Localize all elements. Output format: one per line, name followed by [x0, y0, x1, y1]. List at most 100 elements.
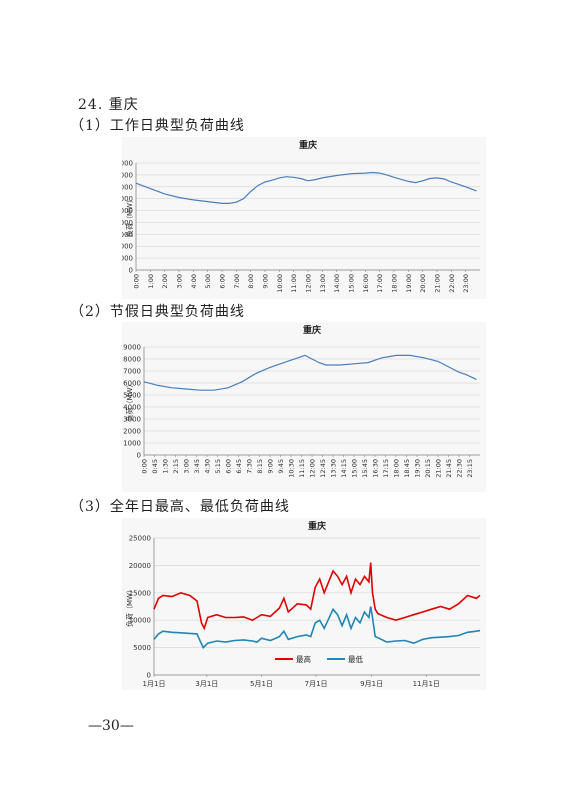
x-tick-label: 6:00 — [225, 459, 233, 474]
legend-label-0: 最高 — [296, 654, 311, 664]
x-tick-label: 21:00 — [435, 459, 443, 478]
y-tick-label: 16000 — [122, 171, 133, 179]
y-tick-label: 6000 — [122, 231, 133, 239]
x-tick-label: 22:00 — [448, 274, 456, 293]
x-tick-label: 3:00 — [176, 274, 184, 289]
chart-holiday: 重庆 0 1000 2000 3000 4000 5000 6000 7000 8000 9000 负… — [122, 322, 486, 492]
x-tick-label: 11月1日 — [413, 680, 440, 688]
x-tick-label: 18:00 — [393, 459, 401, 478]
x-tick-label: 8:00 — [247, 274, 255, 289]
x-tick-label: 3:00 — [183, 459, 191, 474]
x-tick-label: 12:00 — [305, 274, 313, 293]
page-number: —30— — [88, 718, 134, 734]
y-tick-label: 25000 — [129, 535, 151, 543]
y-tick-label: 0 — [129, 267, 133, 275]
y-tick-label: 2000 — [123, 428, 141, 436]
x-tick-label: 0:00 — [133, 274, 141, 289]
x-tick-label: 23:15 — [466, 459, 474, 478]
x-tick-label: 10:30 — [288, 459, 296, 478]
legend-label-1: 最低 — [348, 654, 363, 664]
y-tick-label: 0 — [147, 672, 151, 680]
x-tick-label: 11:15 — [298, 459, 306, 478]
heading-annual: （3）全年日最高、最低负荷曲线 — [70, 499, 290, 515]
x-tick-label: 20:00 — [419, 274, 427, 293]
x-tick-label: 9:00 — [267, 459, 275, 474]
x-tick-label: 0:45 — [151, 459, 159, 474]
x-tick-label: 12:00 — [309, 459, 317, 478]
x-tick-label: 3:45 — [193, 459, 201, 474]
chart-workday-svg: 重庆 0 2000 4000 6000 8000 10000 12000 14000 16000 1… — [122, 139, 480, 293]
x-tick-label: 12:45 — [319, 459, 327, 478]
y-tick-label: 7000 — [123, 368, 141, 376]
chart-title: 重庆 — [303, 324, 321, 336]
x-tick-label: 5:15 — [214, 459, 222, 474]
x-tick-label: 16:30 — [372, 459, 380, 478]
x-tick-label: 2:15 — [172, 459, 180, 474]
x-tick-label: 9:00 — [262, 274, 270, 289]
chart-holiday-svg: 重庆 0 1000 2000 3000 4000 5000 6000 7000 8000 9000 负… — [123, 324, 480, 478]
y-tick-label: 4000 — [122, 243, 133, 251]
y-tick-label: 10000 — [129, 617, 151, 625]
y-tick-label: 8000 — [122, 219, 133, 227]
y-tick-label: 5000 — [133, 644, 151, 652]
x-tick-label: 21:00 — [434, 274, 442, 293]
y-tick-label: 8000 — [123, 356, 141, 364]
chart-title: 重庆 — [308, 520, 326, 532]
y-axis-label: 负荷（MW） — [125, 381, 134, 422]
x-tick-label: 1:00 — [147, 274, 155, 289]
x-tick-label: 9:45 — [277, 459, 285, 474]
y-tick-label: 5000 — [123, 392, 141, 400]
chart-title: 重庆 — [299, 139, 317, 151]
y-axis-label: 负荷（MW） — [125, 196, 134, 237]
x-tick-label: 0:00 — [141, 459, 149, 474]
x-tick-label: 5:00 — [204, 274, 212, 289]
x-tick-label: 1月1日 — [143, 680, 166, 688]
x-tick-label: 2:00 — [161, 274, 169, 289]
x-tick-label: 20:15 — [424, 459, 432, 478]
x-tick-label: 13:00 — [319, 274, 327, 293]
x-tick-label: 8:15 — [256, 459, 264, 474]
x-tick-label: 16:00 — [362, 274, 370, 293]
x-tick-label: 17:15 — [382, 459, 390, 478]
heading-holiday: （2）节假日典型负荷曲线 — [70, 304, 245, 320]
x-tick-label: 21:45 — [445, 459, 453, 478]
chart-workday: 重庆 0 2000 4000 6000 8000 10000 12000 14000 16000 1… — [122, 137, 486, 299]
series-line-1 — [153, 606, 481, 649]
x-tick-label: 15:45 — [361, 459, 369, 478]
x-tick-label: 18:00 — [391, 274, 399, 293]
x-tick-label: 9月1日 — [360, 680, 383, 688]
x-tick-label: 17:00 — [376, 274, 384, 293]
y-tick-label: 10000 — [122, 207, 133, 215]
heading-workday: （1）工作日典型负荷曲线 — [70, 118, 245, 134]
x-tick-label: 15:00 — [351, 459, 359, 478]
y-tick-label: 6000 — [123, 380, 141, 388]
y-axis-label: 负荷（MW） — [125, 586, 134, 627]
x-tick-label: 5月1日 — [250, 680, 273, 688]
y-tick-label: 14000 — [122, 183, 133, 191]
y-tick-label: 0 — [137, 452, 141, 460]
chart-annual: 重庆 0 5000 10000 15000 20000 25000 负荷（MW） 1月1日 3月1… — [122, 518, 486, 690]
x-tick-label: 4:30 — [204, 459, 212, 474]
y-tick-label: 9000 — [123, 344, 141, 352]
x-tick-label: 19:00 — [405, 274, 413, 293]
x-tick-label: 3月1日 — [195, 680, 218, 688]
x-tick-label: 4:00 — [190, 274, 198, 289]
x-tick-label: 19:30 — [414, 459, 422, 478]
y-tick-label: 3000 — [123, 416, 141, 424]
x-tick-label: 14:00 — [333, 274, 341, 293]
x-tick-label: 7月1日 — [305, 680, 328, 688]
x-tick-label: 14:15 — [340, 459, 348, 478]
x-tick-label: 23:00 — [462, 274, 470, 293]
x-tick-label: 22:30 — [456, 459, 464, 478]
section-title: 24. 重庆 — [78, 97, 139, 113]
y-tick-label: 20000 — [129, 562, 151, 570]
series-line-0 — [143, 354, 477, 391]
series-line-0 — [153, 562, 481, 631]
x-tick-label: 10:00 — [276, 274, 284, 293]
x-tick-label: 6:45 — [235, 459, 243, 474]
y-tick-label: 2000 — [122, 255, 133, 263]
x-tick-label: 11:00 — [290, 274, 298, 293]
x-tick-label: 18:45 — [403, 459, 411, 478]
x-tick-label: 15:00 — [348, 274, 356, 293]
y-tick-label: 1000 — [123, 440, 141, 448]
